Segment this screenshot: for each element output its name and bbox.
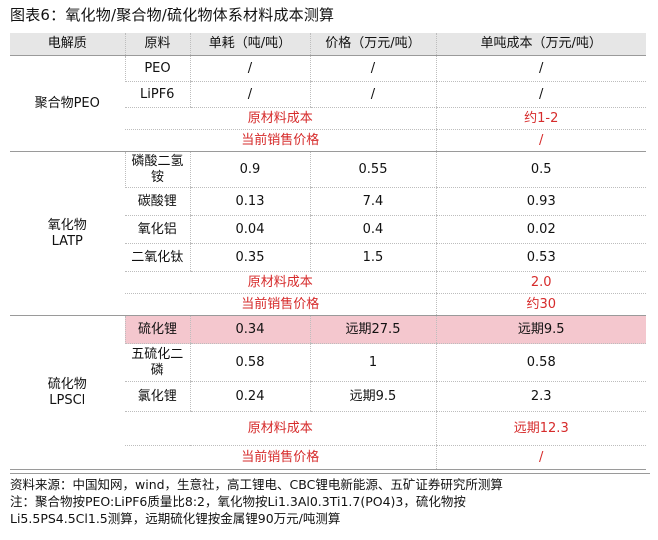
material-cell: PEO [124,55,190,82]
table-row: 氧化物 LATP 磷酸二氢铵 0.9 0.55 0.5 [10,151,646,316]
sale-price-row: 当前销售价格 / [10,445,646,470]
group-peo: 聚合物PEO [10,55,125,152]
col-header-material: 原料 [124,33,190,56]
method-note-line1: 注：聚合物按PEO:LiPF6质量比8:2，氧化物按Li1.3Al0.3Ti1.… [10,494,466,509]
sale-price-value: / [435,445,646,470]
group-latp-line1: 氧化物 [47,217,87,233]
price-cell: 1 [309,343,436,382]
price-cell: 7.4 [309,187,436,216]
usage-cell: 0.35 [189,243,310,272]
table-row: 氯化锂 0.24 远期9.5 2.3 [10,381,646,412]
raw-cost-label: 原材料成本 [125,107,436,130]
cost-cell: 0.58 [435,343,646,382]
group-latp: 氧化物 LATP [10,151,125,316]
group-lpscl: 硫化物 LPSCl [10,315,125,470]
raw-cost-value: 2.0 [435,271,646,294]
cost-cell: 远期9.5 [435,315,646,344]
col-header-usage: 单耗（吨/吨） [189,33,310,56]
col-header-electrolyte: 电解质 [10,33,125,56]
sale-price-label: 当前销售价格 [125,445,436,470]
col-header-cost: 单吨成本（万元/吨） [435,33,646,56]
material-cell: 五硫化二磷 [125,343,190,382]
usage-cell: 0.13 [189,187,310,216]
material-cell: 二氧化钛 [125,243,190,272]
price-cell: / [309,81,436,108]
sale-price-value: / [435,129,646,152]
price-cell: 0.55 [309,151,436,188]
sale-price-value: 约30 [435,293,646,316]
usage-cell: 0.34 [189,315,310,344]
raw-cost-row: 原材料成本 2.0 [10,271,646,294]
table-row: 氧化铝 0.04 0.4 0.02 [10,215,646,244]
material-cell: 磷酸二氢铵 [124,151,190,188]
cost-cell: 0.02 [435,215,646,244]
price-cell: 远期9.5 [309,381,436,412]
cost-cell: 0.53 [435,243,646,272]
header-row: 电解质 原料 单耗（吨/吨） 价格（万元/吨） 单吨成本（万元/吨） [10,33,646,56]
price-cell: 远期27.5 [309,315,436,344]
usage-cell: 0.24 [189,381,310,412]
raw-cost-value: 远期12.3 [435,411,646,446]
group-latp-line2: LATP [51,233,83,249]
price-cell: / [309,55,436,82]
cost-cell: / [435,55,646,82]
price-cell: 1.5 [309,243,436,272]
table-row: 五硫化二磷 0.58 1 0.58 [10,343,646,382]
cost-cell: 0.5 [435,151,646,188]
sale-price-label: 当前销售价格 [125,129,436,152]
table-row: 碳酸锂 0.13 7.4 0.93 [10,187,646,216]
col-header-price: 价格（万元/吨） [309,33,436,56]
sale-price-row: 当前销售价格 约30 [10,293,646,316]
table-row: LiPF6 / / / [10,81,646,108]
material-cell: 氯化锂 [125,381,190,412]
usage-cell: 0.9 [189,151,310,188]
usage-cell: / [189,55,310,82]
material-cell: 氧化铝 [125,215,190,244]
raw-cost-label: 原材料成本 [125,411,436,446]
figure-title: 图表6：氧化物/聚合物/硫化物体系材料成本测算 [10,6,335,24]
cost-cell: 2.3 [435,381,646,412]
table-row: 聚合物PEO PEO / / / [10,55,646,152]
group-lpscl-line1: 硫化物 [47,376,87,392]
method-note-line2: Li5.5PS4.5Cl1.5测算，远期硫化锂按金属锂90万元/吨测算 [10,511,341,526]
material-cell: 硫化锂 [124,315,190,344]
footnotes: 资料来源：中国知网，wind，生意社，高工锂电、CBC锂电新能源、五矿证券研究所… [10,473,650,527]
raw-cost-row: 原材料成本 约1-2 [10,107,646,130]
sale-price-row: 当前销售价格 / [10,129,646,152]
source-note: 资料来源：中国知网，wind，生意社，高工锂电、CBC锂电新能源、五矿证券研究所… [10,477,503,492]
raw-cost-row: 原材料成本 远期12.3 [10,411,646,446]
usage-cell: / [189,81,310,108]
price-cell: 0.4 [309,215,436,244]
group-lpscl-line2: LPSCl [49,392,86,408]
raw-cost-value: 约1-2 [435,107,646,130]
table-row-highlight: 硫化物 LPSCl 硫化锂 0.34 远期27.5 远期9.5 [10,315,646,470]
raw-cost-label: 原材料成本 [125,271,436,294]
sale-price-label: 当前销售价格 [125,293,436,316]
cost-cell: / [435,81,646,108]
table-row: 二氧化钛 0.35 1.5 0.53 [10,243,646,272]
cost-cell: 0.93 [435,187,646,216]
material-cell: 碳酸锂 [125,187,190,216]
usage-cell: 0.04 [189,215,310,244]
material-cell: LiPF6 [125,81,190,108]
cost-table: 电解质 原料 单耗（吨/吨） 价格（万元/吨） 单吨成本（万元/吨） 聚合物PE… [10,33,646,470]
usage-cell: 0.58 [189,343,310,382]
